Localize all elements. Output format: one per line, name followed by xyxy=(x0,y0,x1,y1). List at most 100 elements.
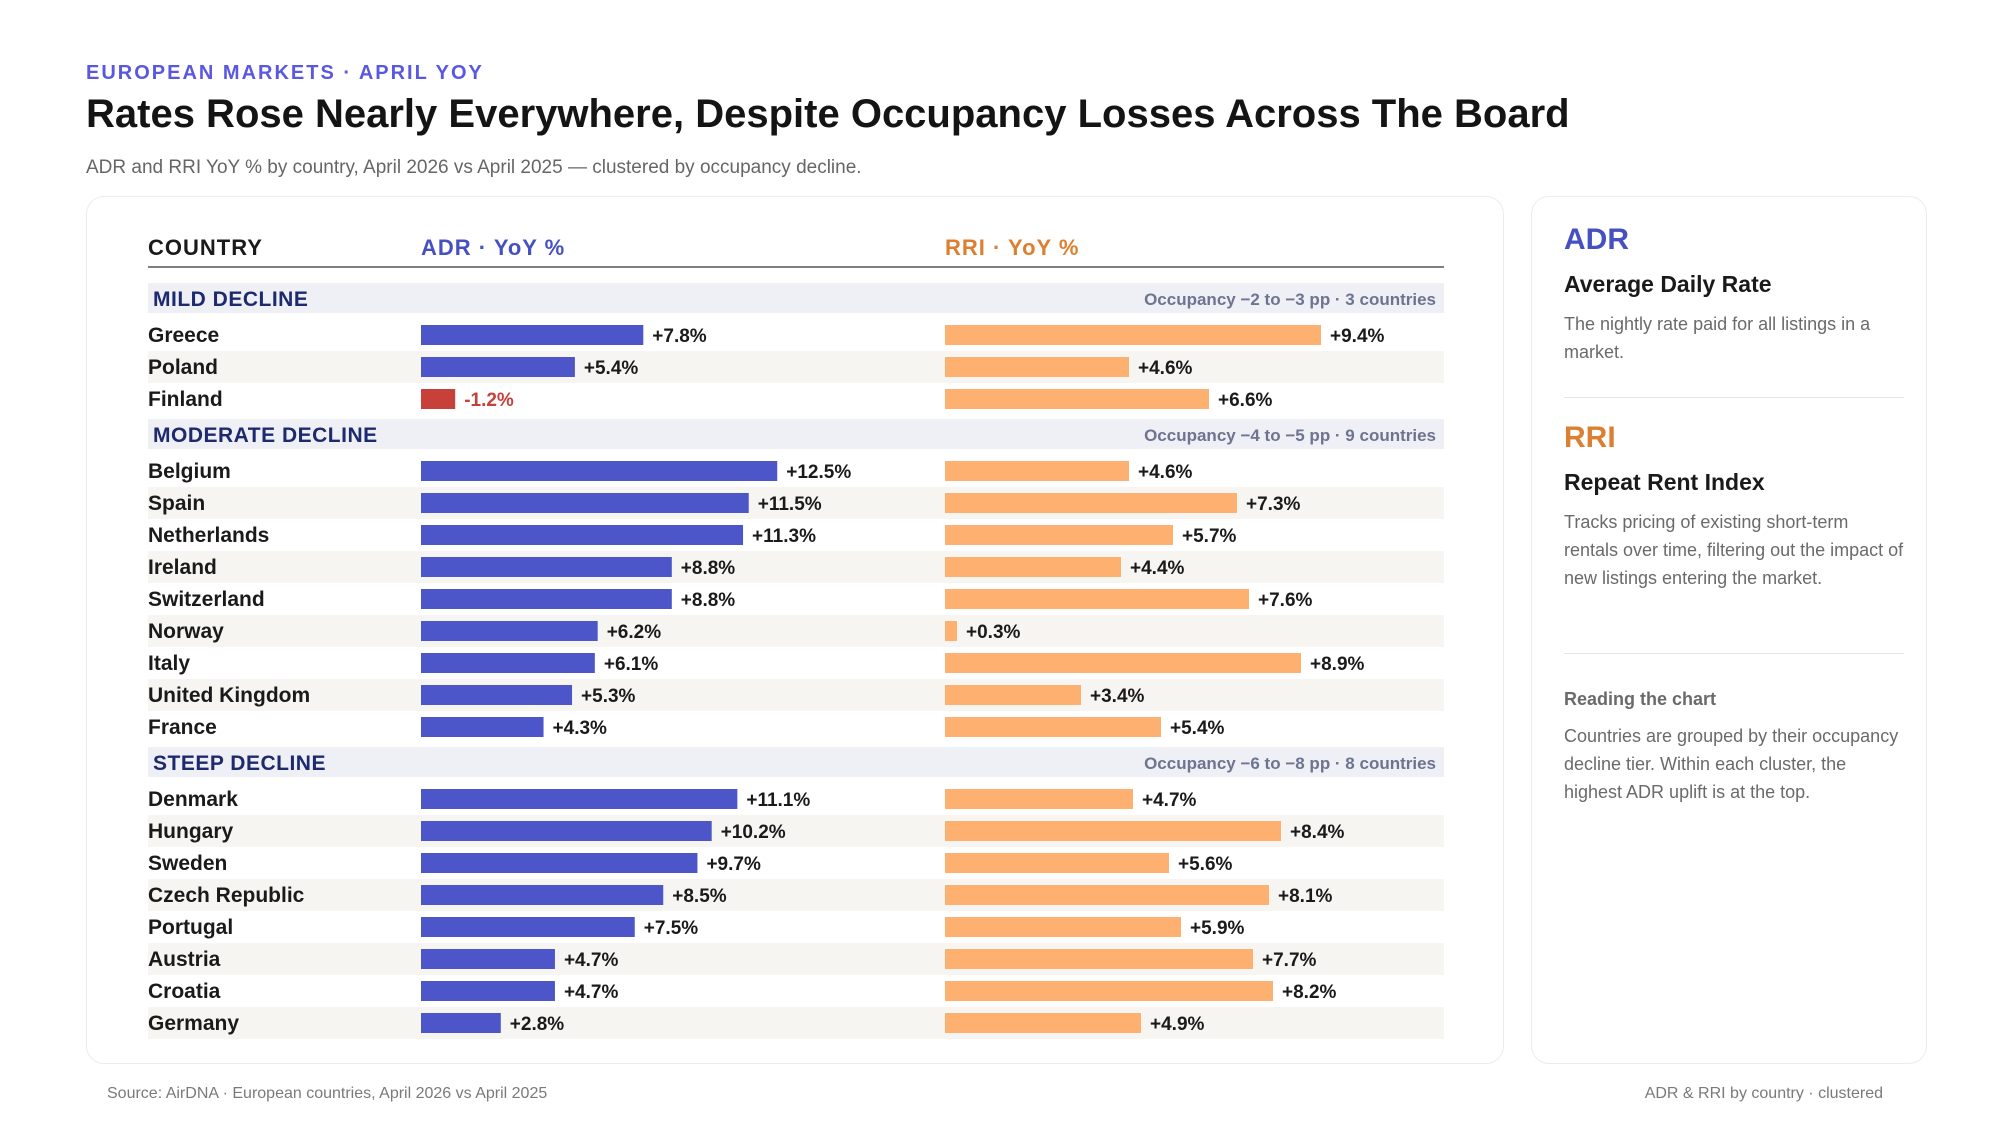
divider xyxy=(1564,397,1904,398)
rri-bar xyxy=(945,917,1181,937)
country-label: Germany xyxy=(148,1012,239,1035)
rri-bar xyxy=(945,525,1173,545)
rri-value-label: +7.7% xyxy=(1262,950,1317,971)
row-stripe xyxy=(148,1007,1444,1039)
country-label: Croatia xyxy=(148,980,221,1003)
country-label: France xyxy=(148,716,217,739)
adr-value-label: +4.7% xyxy=(564,950,619,971)
country-label: Finland xyxy=(148,388,223,411)
country-label: Sweden xyxy=(148,852,227,875)
row-stripe xyxy=(148,679,1444,711)
source-note: Source: AirDNA · European countries, Apr… xyxy=(107,1085,548,1102)
footer-tag: ADR & RRI by country · clustered xyxy=(1644,1085,1883,1102)
row-stripe xyxy=(148,551,1444,583)
rri-definition: RRI Repeat Rent Index Tracks pricing of … xyxy=(1564,421,1904,592)
rri-value-label: +4.4% xyxy=(1130,558,1185,579)
country-label: Greece xyxy=(148,324,219,347)
group-name: MILD DECLINE xyxy=(153,288,308,311)
country-label: Belgium xyxy=(148,460,231,483)
rri-bar xyxy=(945,653,1301,673)
rri-value-label: +3.4% xyxy=(1090,686,1145,707)
group-note: Occupancy −2 to −3 pp · 3 countries xyxy=(1144,290,1436,309)
rri-value-label: +4.7% xyxy=(1142,790,1197,811)
adr-value-label: +4.7% xyxy=(564,982,619,1003)
rri-value-label: +5.7% xyxy=(1182,526,1237,547)
rri-bar xyxy=(945,557,1121,577)
group-band xyxy=(148,283,1444,313)
rri-bar xyxy=(945,1013,1141,1033)
adr-column-header: ADR · YoY % xyxy=(421,235,565,260)
divider xyxy=(1564,653,1904,654)
rri-bar xyxy=(945,821,1281,841)
adr-value-label: +6.2% xyxy=(607,622,662,643)
rri-bar xyxy=(945,325,1321,345)
rri-bar xyxy=(945,685,1081,705)
adr-value-label: +5.3% xyxy=(581,686,636,707)
adr-bar xyxy=(421,949,555,969)
rri-value-label: +8.1% xyxy=(1278,886,1333,907)
adr-bar xyxy=(421,389,456,409)
adr-value-label: +12.5% xyxy=(786,462,851,483)
adr-bar xyxy=(421,621,598,641)
rri-bar xyxy=(945,589,1249,609)
rri-name: Repeat Rent Index xyxy=(1564,469,1765,495)
rri-bar xyxy=(945,981,1273,1001)
rri-value-label: +0.3% xyxy=(966,622,1021,643)
adr-value-label: +11.1% xyxy=(746,790,810,811)
adr-bar xyxy=(421,493,749,513)
reading-description: Countries are grouped by their occupancy… xyxy=(1564,726,1899,802)
country-label: Spain xyxy=(148,492,205,515)
rri-value-label: +9.4% xyxy=(1330,326,1385,347)
adr-name: Average Daily Rate xyxy=(1564,271,1772,297)
rri-value-label: +7.3% xyxy=(1246,494,1301,515)
adr-abbr: ADR xyxy=(1564,223,1629,256)
adr-bar xyxy=(421,1013,501,1033)
adr-bar xyxy=(421,653,595,673)
adr-bar xyxy=(421,885,664,905)
rri-value-label: +8.9% xyxy=(1310,654,1365,675)
rri-bar xyxy=(945,493,1237,513)
group-band xyxy=(148,419,1444,449)
adr-bar xyxy=(421,917,635,937)
page-subtitle: ADR and RRI YoY % by country, April 2026… xyxy=(86,157,862,178)
adr-bar xyxy=(421,325,644,345)
adr-value-label: +2.8% xyxy=(510,1014,565,1035)
rri-value-label: +5.6% xyxy=(1178,854,1233,875)
adr-bar xyxy=(421,357,575,377)
adr-bar xyxy=(421,589,672,609)
adr-value-label: +11.3% xyxy=(752,526,816,547)
rri-bar xyxy=(945,885,1269,905)
country-label: Ireland xyxy=(148,556,217,579)
adr-value-label: +10.2% xyxy=(721,822,786,843)
group-note: Occupancy −6 to −8 pp · 8 countries xyxy=(1144,754,1436,773)
rri-value-label: +4.6% xyxy=(1138,462,1193,483)
rri-value-label: +5.9% xyxy=(1190,918,1245,939)
adr-value-label: +4.3% xyxy=(553,718,608,739)
adr-description: The nightly rate paid for all listings i… xyxy=(1564,314,1871,362)
rri-value-label: +5.4% xyxy=(1170,718,1225,739)
country-label: Austria xyxy=(148,948,221,971)
rri-value-label: +4.9% xyxy=(1150,1014,1205,1035)
country-label: Czech Republic xyxy=(148,884,305,907)
rri-bar xyxy=(945,621,957,641)
country-label: United Kingdom xyxy=(148,684,310,707)
rri-column-header: RRI · YoY % xyxy=(945,235,1079,260)
adr-bar xyxy=(421,789,738,809)
rri-bar xyxy=(945,949,1253,969)
country-label: Hungary xyxy=(148,820,234,843)
country-label: Norway xyxy=(148,620,224,643)
rri-value-label: +7.6% xyxy=(1258,590,1313,611)
country-label: Portugal xyxy=(148,916,233,939)
country-column-header: COUNTRY xyxy=(148,235,263,260)
adr-value-label: +7.8% xyxy=(652,326,707,347)
page-title: Rates Rose Nearly Everywhere, Despite Oc… xyxy=(86,92,1570,136)
group-note: Occupancy −4 to −5 pp · 9 countries xyxy=(1144,426,1436,445)
reading-guide: Reading the chart Countries are grouped … xyxy=(1564,689,1904,806)
adr-definition: ADR Average Daily Rate The nightly rate … xyxy=(1564,223,1904,366)
adr-bar xyxy=(421,525,744,545)
adr-bar xyxy=(421,557,672,577)
adr-value-label: +7.5% xyxy=(644,918,699,939)
adr-bar xyxy=(421,981,555,1001)
country-label: Netherlands xyxy=(148,524,269,547)
